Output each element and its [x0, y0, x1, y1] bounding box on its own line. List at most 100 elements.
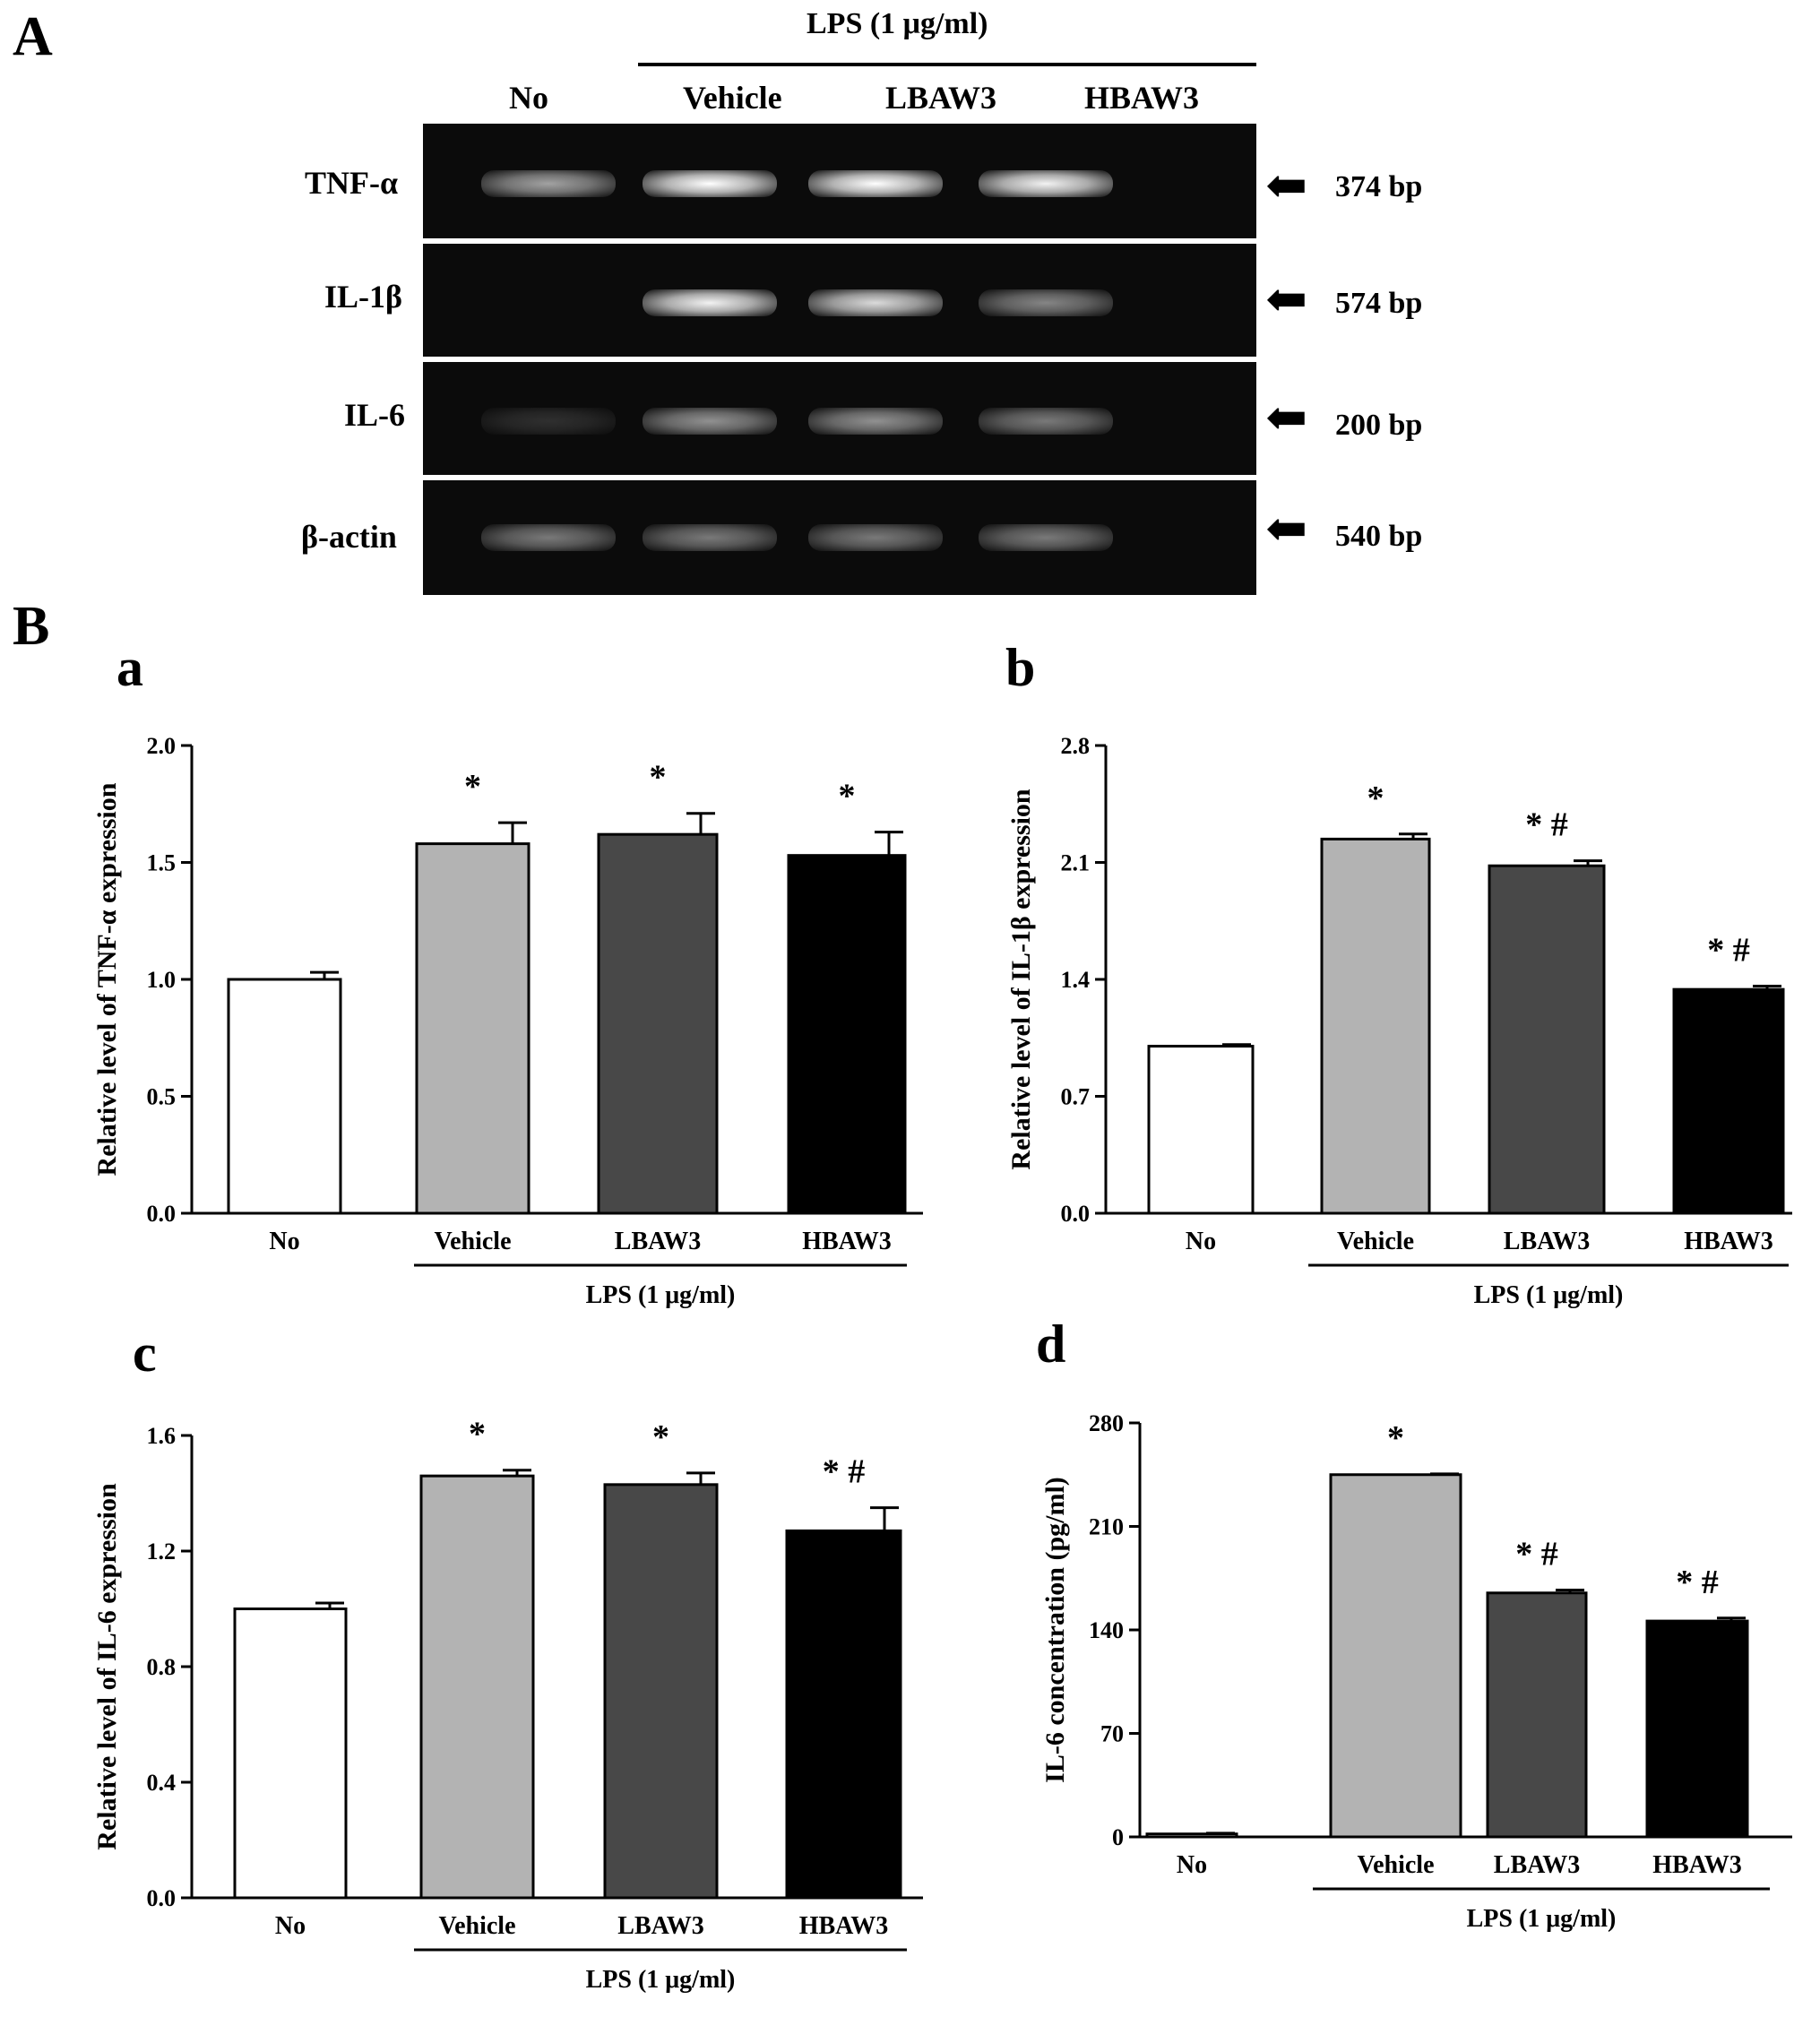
y-tick-label: 2.0: [147, 733, 177, 759]
panel-label-b: b: [1005, 638, 1035, 697]
gel-figure: A LPS (1 μg/ml) No Vehicle LBAW3 HBAW3 T…: [0, 0, 1820, 618]
bar-vehicle: [1320, 837, 1431, 1215]
y-tick-label: 0.8: [147, 1654, 177, 1680]
significance-mark: *: [1367, 780, 1384, 817]
y-axis-label: IL-6 concentration (pg/ml): [1040, 1477, 1070, 1783]
bar-hbaw3: [1645, 1619, 1749, 1839]
lps-group-label: LPS (1 μg/ml): [586, 1281, 736, 1309]
gel-band: [979, 524, 1113, 551]
significance-mark: *: [650, 759, 667, 797]
y-tick-label: 1.0: [147, 967, 177, 993]
gel-band: [979, 169, 1113, 197]
bar-hbaw3: [785, 1529, 902, 1900]
bar-vehicle: [1329, 1473, 1462, 1839]
y-tick-label: 0.0: [147, 1201, 177, 1227]
gel-lps-header: LPS (1 μg/ml): [806, 7, 988, 40]
x-tick-label: No: [275, 1912, 306, 1940]
significance-mark: * #: [1515, 1535, 1558, 1573]
y-tick-label: 70: [1100, 1721, 1124, 1747]
gel-row-size: 200 bp: [1335, 409, 1423, 442]
gel-row-tnf: TNF-α ⬅ 374 bp: [0, 124, 1820, 238]
significance-mark: *: [469, 1416, 486, 1453]
x-tick-label: HBAW3: [1652, 1851, 1742, 1879]
significance-mark: * #: [823, 1453, 866, 1491]
bar-no: [1145, 1832, 1238, 1839]
lps-group-label: LPS (1 μg/ml): [586, 1966, 736, 1994]
bar-lbaw3: [603, 1483, 719, 1900]
gel-band: [643, 289, 777, 316]
y-tick-label: 0.5: [147, 1084, 177, 1110]
y-tick-label: 1.4: [1061, 967, 1091, 993]
gel-row-label: IL-1β: [324, 279, 402, 315]
x-tick-label: No: [269, 1228, 299, 1255]
gel-row-size: 540 bp: [1335, 520, 1423, 553]
bar-no: [233, 1608, 348, 1900]
gel-band: [979, 289, 1113, 316]
gel-lps-line: [638, 63, 1256, 66]
gel-strip: [423, 480, 1256, 595]
gel-lane-label-lbaw3: LBAW3: [885, 80, 997, 116]
bar-lbaw3: [597, 832, 719, 1215]
lps-group-label: LPS (1 μg/ml): [1474, 1281, 1624, 1309]
y-tick-label: 140: [1089, 1617, 1124, 1643]
y-tick-label: 280: [1089, 1410, 1124, 1436]
significance-mark: *: [464, 768, 481, 806]
gel-row-il6: IL-6 ⬅ 200 bp: [0, 362, 1820, 475]
y-axis-label: Relative level of IL-6 expression: [92, 1483, 122, 1850]
significance-mark: * #: [1707, 931, 1750, 969]
x-tick-label: HBAW3: [799, 1912, 889, 1940]
y-tick-label: 0.0: [1061, 1201, 1091, 1227]
gel-row-size: 374 bp: [1335, 170, 1423, 203]
gel-strip: [423, 244, 1256, 357]
x-tick-label: LBAW3: [1494, 1851, 1580, 1879]
significance-mark: *: [1387, 1419, 1404, 1457]
x-tick-label: HBAW3: [802, 1228, 892, 1255]
y-axis-label: Relative level of IL-1β expression: [1006, 789, 1036, 1170]
x-tick-label: Vehicle: [1337, 1228, 1414, 1255]
gel-band: [643, 407, 777, 435]
y-tick-label: 0.0: [147, 1885, 177, 1911]
significance-mark: *: [839, 778, 856, 815]
bar-lbaw3: [1488, 864, 1606, 1215]
gel-row-label: β-actin: [301, 519, 397, 555]
gel-band: [481, 524, 616, 551]
y-axis-label: Relative level of TNF-α expression: [92, 782, 122, 1176]
x-tick-label: LBAW3: [615, 1228, 701, 1255]
bar-hbaw3: [787, 854, 907, 1215]
x-tick-label: Vehicle: [438, 1912, 515, 1940]
panel-label-a: a: [116, 638, 143, 697]
panel-label-c: c: [133, 1323, 157, 1383]
y-tick-label: 210: [1089, 1514, 1124, 1540]
gel-band: [808, 169, 943, 197]
y-tick-label: 2.1: [1061, 850, 1091, 876]
gel-band: [481, 407, 616, 435]
gel-lane-label-vehicle: Vehicle: [683, 80, 782, 116]
x-tick-label: LBAW3: [617, 1912, 703, 1940]
gel-strip: [423, 124, 1256, 238]
bar-no: [1147, 1045, 1255, 1215]
gel-band: [808, 524, 943, 551]
y-tick-label: 1.2: [147, 1539, 177, 1564]
gel-band: [481, 169, 616, 197]
bar-vehicle: [415, 842, 530, 1215]
gel-row-actin: β-actin ⬅ 540 bp: [0, 480, 1820, 595]
gel-row-size: 574 bp: [1335, 287, 1423, 320]
x-tick-label: LBAW3: [1504, 1228, 1590, 1255]
gel-band: [979, 407, 1113, 435]
gel-row-label: IL-6: [344, 397, 406, 433]
y-tick-label: 1.5: [147, 850, 177, 876]
significance-mark: *: [652, 1418, 669, 1456]
lps-group-label: LPS (1 μg/ml): [1467, 1905, 1617, 1933]
gel-strip: [423, 362, 1256, 475]
x-tick-label: Vehicle: [1357, 1851, 1434, 1879]
gel-lane-label-no: No: [509, 80, 548, 116]
gel-band: [808, 289, 943, 316]
panel-label-b-main: B: [13, 596, 50, 657]
gel-lane-label-hbaw3: HBAW3: [1084, 80, 1200, 116]
y-tick-label: 0: [1112, 1824, 1124, 1850]
significance-mark: * #: [1676, 1564, 1719, 1601]
y-tick-label: 2.8: [1061, 733, 1091, 759]
y-tick-label: 1.6: [147, 1423, 177, 1449]
panel-label-a-main: A: [13, 6, 53, 67]
